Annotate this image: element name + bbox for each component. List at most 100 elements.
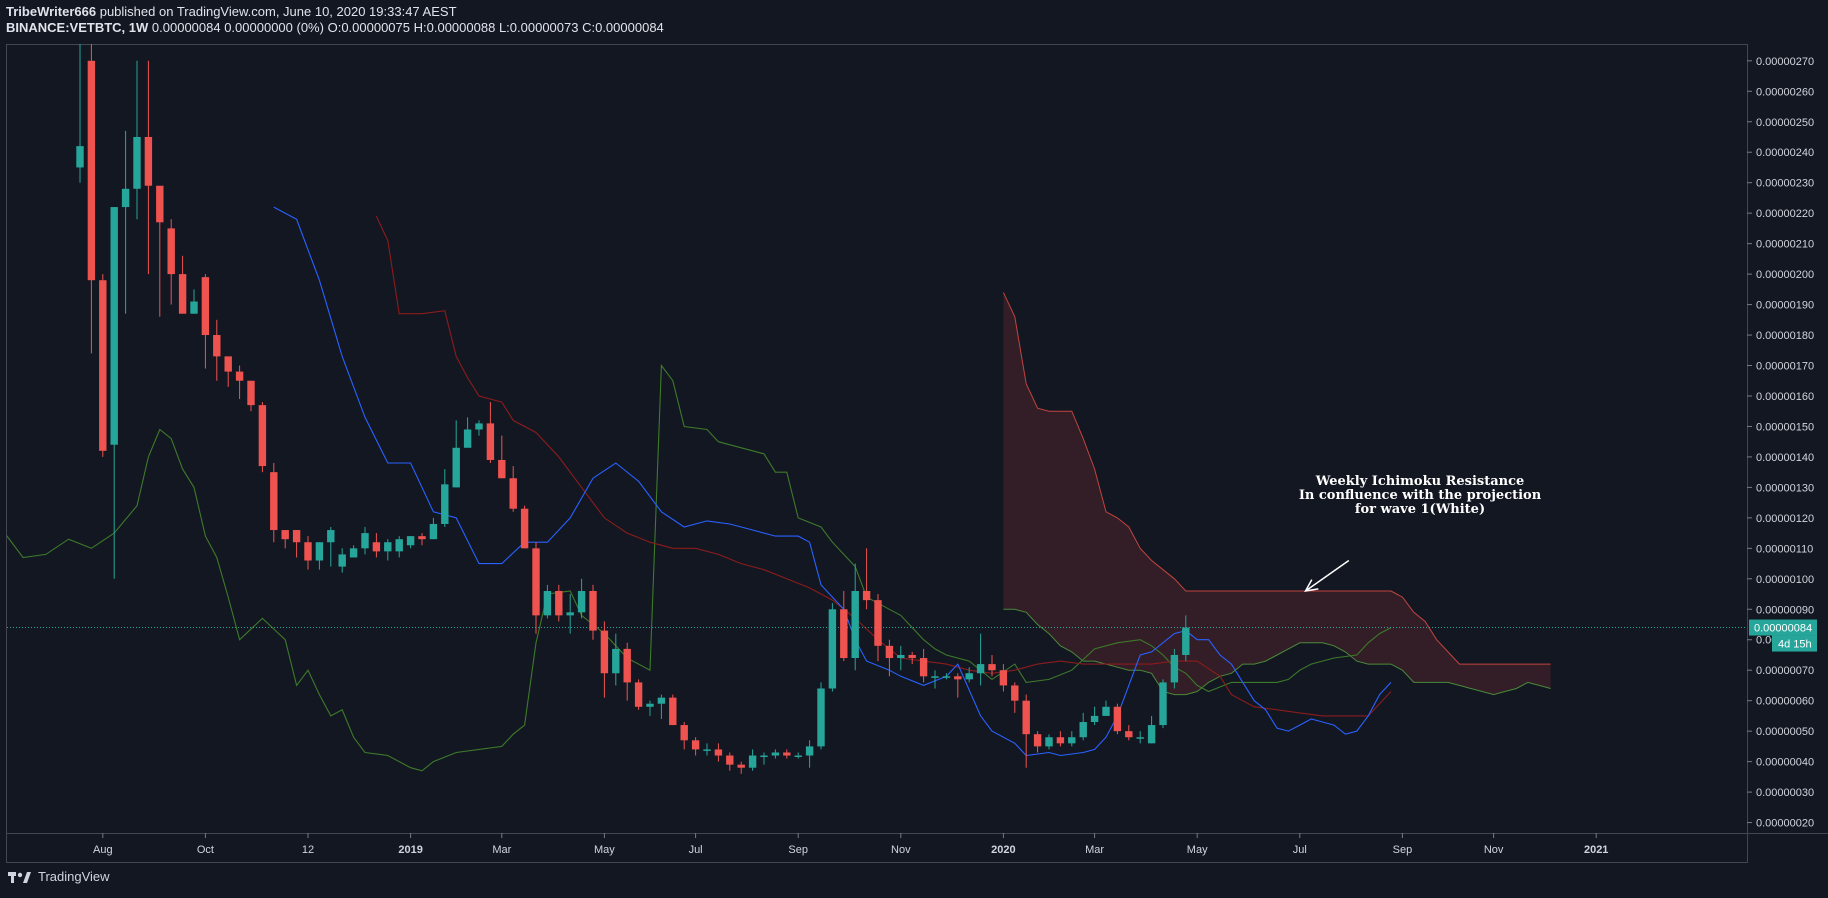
candle[interactable] — [224, 356, 232, 387]
candle[interactable] — [748, 749, 757, 771]
candle[interactable] — [429, 517, 438, 540]
candle-body[interactable] — [726, 755, 734, 765]
candle[interactable] — [110, 207, 118, 579]
candle[interactable] — [817, 682, 825, 750]
candle[interactable] — [349, 545, 358, 558]
candle-body[interactable] — [543, 590, 552, 616]
candle-body[interactable] — [235, 371, 244, 381]
candle-body[interactable] — [99, 280, 107, 451]
candle-body[interactable] — [691, 740, 700, 750]
candle[interactable] — [908, 651, 916, 665]
candle-body[interactable] — [144, 136, 153, 186]
candle-body[interactable] — [999, 670, 1008, 686]
candle-body[interactable] — [258, 405, 267, 467]
candle[interactable] — [1090, 706, 1099, 726]
candle[interactable] — [885, 639, 894, 677]
candle-body[interactable] — [384, 542, 392, 552]
tradingview-branding[interactable]: TradingView — [8, 869, 110, 884]
candle-body[interactable] — [486, 423, 495, 460]
candle[interactable] — [1182, 615, 1190, 662]
candle-body[interactable] — [862, 590, 871, 601]
candle-body[interactable] — [429, 523, 438, 540]
candle-body[interactable] — [646, 703, 654, 707]
candle[interactable] — [270, 463, 278, 543]
candle[interactable] — [851, 563, 859, 671]
candle[interactable] — [247, 380, 255, 412]
candle-body[interactable] — [566, 612, 574, 616]
candle-body[interactable] — [669, 697, 677, 726]
candle-body[interactable] — [304, 542, 312, 561]
candle-body[interactable] — [965, 673, 973, 680]
candle-body[interactable] — [1159, 682, 1167, 726]
candle-body[interactable] — [954, 676, 962, 680]
candle[interactable] — [794, 752, 802, 759]
candle[interactable] — [1011, 682, 1019, 713]
candle-body[interactable] — [452, 447, 460, 488]
candle-body[interactable] — [1125, 731, 1133, 738]
candle-body[interactable] — [406, 536, 415, 546]
candle[interactable] — [760, 752, 768, 765]
candle-body[interactable] — [1022, 700, 1030, 735]
candle-body[interactable] — [897, 654, 905, 659]
candle[interactable] — [1113, 703, 1122, 735]
candle-body[interactable] — [612, 648, 620, 674]
candle-body[interactable] — [577, 590, 586, 613]
candle[interactable] — [623, 642, 631, 701]
candle[interactable] — [589, 584, 597, 640]
candle[interactable] — [566, 594, 574, 634]
candle[interactable] — [406, 536, 415, 549]
candle-body[interactable] — [714, 749, 723, 756]
candle-body[interactable] — [1136, 737, 1144, 739]
candle[interactable] — [258, 402, 267, 473]
candle[interactable] — [520, 505, 529, 549]
candle[interactable] — [304, 536, 312, 570]
candle[interactable] — [498, 435, 506, 479]
candle-body[interactable] — [737, 764, 745, 768]
candle[interactable] — [1136, 731, 1144, 744]
candle-body[interactable] — [156, 185, 164, 223]
candle[interactable] — [190, 289, 198, 314]
candle[interactable] — [372, 533, 381, 558]
candle-body[interactable] — [1011, 685, 1019, 701]
candle[interactable] — [201, 274, 210, 369]
candle[interactable] — [1079, 712, 1087, 741]
candle[interactable] — [486, 402, 495, 464]
candle[interactable] — [99, 274, 107, 457]
candle[interactable] — [76, 0, 84, 183]
candle-body[interactable] — [418, 536, 426, 540]
candle[interactable] — [327, 527, 335, 567]
candle[interactable] — [1022, 694, 1030, 768]
candle[interactable] — [965, 667, 973, 683]
candle[interactable] — [418, 533, 426, 546]
candle-body[interactable] — [247, 380, 255, 406]
candle[interactable] — [783, 749, 791, 759]
candle[interactable] — [942, 673, 951, 680]
candle[interactable] — [384, 539, 392, 561]
candle-body[interactable] — [885, 645, 894, 659]
candlesticks[interactable] — [76, 0, 1190, 774]
candle[interactable] — [897, 645, 905, 671]
candle-body[interactable] — [680, 725, 688, 741]
candle-body[interactable] — [281, 530, 289, 540]
candle[interactable] — [999, 664, 1008, 692]
candle-body[interactable] — [794, 755, 802, 758]
candle-body[interactable] — [589, 590, 597, 631]
candle[interactable] — [1170, 648, 1179, 689]
candle[interactable] — [87, 0, 96, 354]
candle[interactable] — [395, 536, 403, 558]
candle[interactable] — [577, 578, 586, 619]
candle-body[interactable] — [110, 207, 118, 445]
candle-body[interactable] — [76, 146, 84, 168]
candle[interactable] — [121, 130, 130, 314]
candle[interactable] — [452, 420, 460, 488]
candle-body[interactable] — [623, 648, 631, 683]
candle-body[interactable] — [327, 530, 335, 543]
candle-body[interactable] — [600, 630, 609, 674]
candle-body[interactable] — [657, 697, 666, 704]
candle-body[interactable] — [520, 508, 529, 549]
candle[interactable] — [919, 648, 928, 683]
candle-body[interactable] — [703, 749, 711, 751]
candle-body[interactable] — [874, 600, 882, 646]
candle-body[interactable] — [1033, 734, 1042, 747]
